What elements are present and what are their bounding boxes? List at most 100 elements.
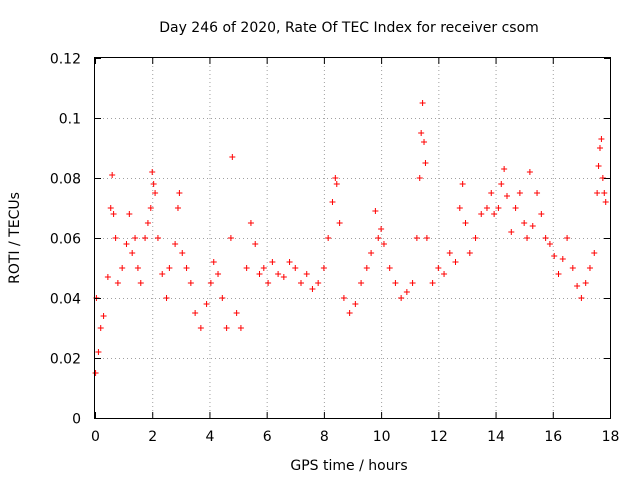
data-point	[92, 370, 99, 376]
data-point	[378, 226, 385, 232]
data-point	[256, 271, 263, 277]
data-point	[243, 265, 250, 271]
data-point	[134, 265, 141, 271]
data-point	[423, 235, 430, 241]
data-point	[516, 190, 523, 196]
data-point	[247, 220, 254, 226]
chart-title: Day 246 of 2020, Rate Of TEC Index for r…	[159, 20, 539, 36]
data-point	[223, 325, 230, 331]
data-point	[578, 295, 585, 301]
data-point	[526, 169, 533, 175]
data-point	[418, 130, 425, 136]
data-point	[154, 235, 161, 241]
data-point	[229, 154, 236, 160]
data-point	[595, 163, 602, 169]
data-point	[352, 301, 359, 307]
data-point	[542, 235, 549, 241]
data-point	[233, 310, 240, 316]
data-point	[252, 241, 259, 247]
y-tick-label: 0	[72, 412, 81, 428]
x-tick-label: 12	[430, 429, 448, 445]
data-point	[176, 190, 183, 196]
data-point	[478, 211, 485, 217]
y-tick-label: 0.06	[50, 232, 81, 248]
x-tick-label: 6	[263, 429, 272, 445]
data-point	[419, 100, 426, 106]
data-point	[174, 205, 181, 211]
plot-frame	[94, 57, 611, 419]
x-tick-label: 2	[148, 429, 157, 445]
data-point	[582, 280, 589, 286]
data-point	[260, 265, 267, 271]
data-point	[114, 280, 121, 286]
data-point	[123, 241, 130, 247]
data-point	[498, 181, 505, 187]
data-point	[172, 241, 179, 247]
data-point	[368, 250, 375, 256]
data-point	[596, 145, 603, 151]
data-point	[409, 280, 416, 286]
data-point	[332, 175, 339, 181]
data-point	[187, 280, 194, 286]
data-point	[197, 325, 204, 331]
x-tick-label: 10	[373, 429, 391, 445]
data-point	[372, 208, 379, 214]
data-point	[210, 259, 217, 265]
data-point	[551, 253, 558, 259]
data-point	[403, 289, 410, 295]
data-point	[215, 271, 222, 277]
data-point	[422, 160, 429, 166]
data-point	[380, 241, 387, 247]
data-point	[538, 211, 545, 217]
data-point	[150, 181, 157, 187]
data-point	[446, 250, 453, 256]
data-point	[126, 211, 133, 217]
data-point	[591, 250, 598, 256]
data-point	[340, 295, 347, 301]
data-point	[358, 280, 365, 286]
data-point	[456, 205, 463, 211]
data-point	[292, 265, 299, 271]
data-point	[149, 169, 156, 175]
data-point	[97, 325, 104, 331]
data-point	[495, 205, 502, 211]
data-point	[152, 190, 159, 196]
data-point	[280, 274, 287, 280]
data-point	[147, 205, 154, 211]
data-point	[555, 271, 562, 277]
data-point	[559, 256, 566, 262]
data-point	[100, 313, 107, 319]
data-point	[491, 211, 498, 217]
data-point	[110, 211, 117, 217]
y-axis-ticks: 0 0.02 0.04 0.06 0.08 0.1 0.12	[50, 52, 610, 428]
data-point	[534, 190, 541, 196]
data-point	[163, 295, 170, 301]
y-tick-label: 0.02	[50, 352, 81, 368]
y-tick-label: 0.1	[59, 112, 81, 128]
data-point	[129, 250, 136, 256]
data-point	[416, 175, 423, 181]
data-point	[512, 205, 519, 211]
data-point	[398, 295, 405, 301]
data-point	[309, 286, 316, 292]
data-point	[598, 136, 605, 142]
data-point	[203, 301, 210, 307]
data-point	[132, 235, 139, 241]
data-point	[107, 205, 114, 211]
x-axis-label: GPS time / hours	[290, 458, 407, 474]
data-point	[363, 265, 370, 271]
data-point	[275, 271, 282, 277]
data-point	[488, 190, 495, 196]
data-point	[333, 181, 340, 187]
data-point	[159, 271, 166, 277]
x-axis-ticks: 0 2 4 6 8 10 12 14 16 18	[91, 58, 619, 445]
y-tick-label: 0.08	[50, 172, 81, 188]
y-tick-label: 0.12	[50, 52, 81, 68]
data-point	[441, 271, 448, 277]
data-point	[472, 235, 479, 241]
data-point	[602, 199, 609, 205]
x-tick-label: 8	[320, 429, 329, 445]
data-point	[524, 235, 531, 241]
data-point	[569, 265, 576, 271]
data-point	[508, 229, 515, 235]
